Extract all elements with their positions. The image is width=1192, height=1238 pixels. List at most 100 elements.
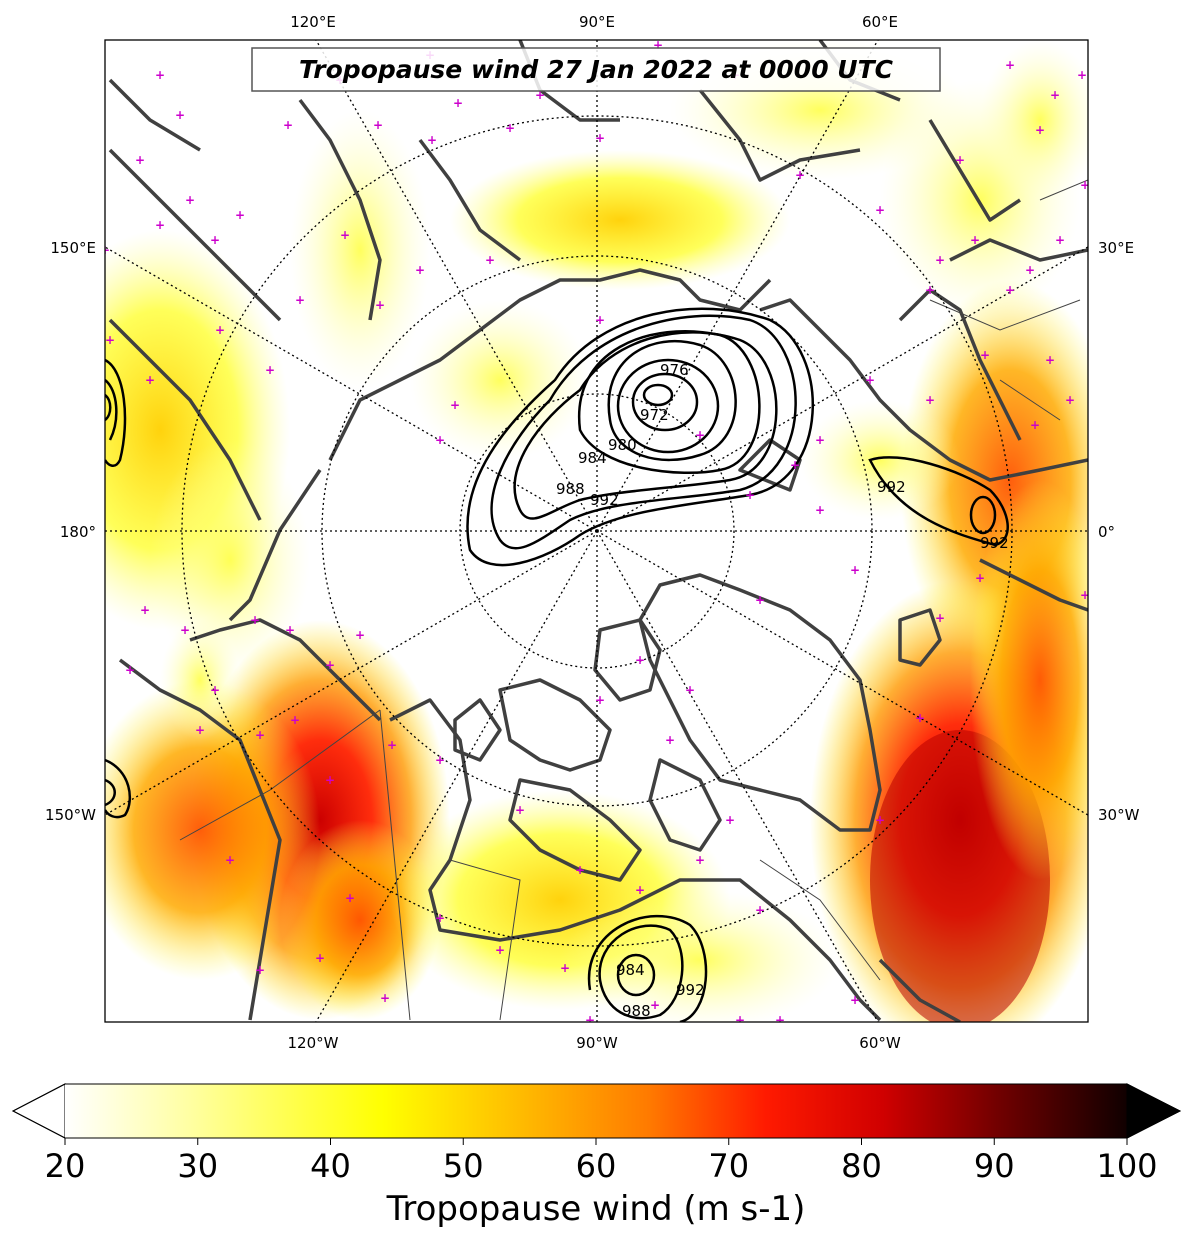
station-marker: + — [850, 563, 860, 577]
station-marker: + — [185, 193, 195, 207]
station-marker: + — [755, 903, 765, 917]
contour-label: 992 — [877, 478, 906, 496]
map-title: Tropopause wind 27 Jan 2022 at 0000 UTC — [299, 55, 894, 84]
station-marker: + — [1080, 178, 1090, 192]
colorbar-tick-label: 90 — [974, 1147, 1015, 1185]
station-marker: + — [1005, 58, 1015, 72]
station-marker: + — [180, 623, 190, 637]
station-marker: + — [505, 121, 515, 135]
station-marker: + — [775, 1013, 785, 1027]
station-marker: + — [635, 653, 645, 667]
station-marker: + — [427, 133, 437, 147]
borders — [179, 179, 1088, 1021]
station-marker: + — [255, 963, 265, 977]
station-marker: + — [195, 723, 205, 737]
colorbar-label: Tropopause wind (m s-1) — [386, 1189, 806, 1229]
station-marker: + — [1050, 88, 1060, 102]
contour-label: 984 — [578, 449, 607, 467]
station-marker: + — [755, 593, 765, 607]
station-marker: + — [285, 623, 295, 637]
station-marker: + — [935, 253, 945, 267]
pressure-contours — [105, 307, 1009, 1022]
station-marker: + — [250, 613, 260, 627]
colorbar-tick-label: 100 — [1096, 1147, 1157, 1185]
contour-label: 976 — [660, 361, 689, 379]
colorbar-tick-label: 80 — [841, 1147, 882, 1185]
contour-label: 988 — [622, 1002, 651, 1020]
station-marker: + — [140, 603, 150, 617]
lon-label-top: 120°E — [290, 13, 336, 31]
station-marker: + — [925, 393, 935, 407]
station-marker: + — [375, 298, 385, 312]
station-marker: + — [650, 998, 660, 1012]
station-marker: + — [595, 131, 605, 145]
station-marker: + — [295, 293, 305, 307]
station-marker: + — [435, 433, 445, 447]
contour-label: 984 — [616, 961, 645, 979]
station-marker: + — [155, 218, 165, 232]
station-marker: + — [665, 733, 675, 747]
contour-label: 992 — [590, 491, 619, 509]
station-marker: + — [415, 263, 425, 277]
station-marker: + — [135, 153, 145, 167]
station-marker: + — [325, 773, 335, 787]
lon-label-left: 150°E — [50, 239, 96, 257]
station-marker: + — [315, 951, 325, 965]
lon-label-right: 0° — [1098, 523, 1115, 541]
title-box: Tropopause wind 27 Jan 2022 at 0000 UTC — [251, 47, 941, 92]
station-marker: + — [175, 108, 185, 122]
lon-label-left: 180° — [60, 523, 96, 541]
station-marker: + — [635, 883, 645, 897]
station-marker: + — [283, 118, 293, 132]
station-marker: + — [535, 88, 545, 102]
station-marker: + — [815, 433, 825, 447]
map-frame — [104, 39, 1089, 1023]
longitude-labels: 120°E 90°E 60°E 120°W 90°W 60°W 150°E 18… — [45, 13, 1140, 1052]
lon-label-bottom: 120°W — [288, 1034, 339, 1052]
station-marker: + — [795, 168, 805, 182]
colorbar-tick-label: 60 — [576, 1147, 617, 1185]
station-marker: + — [745, 488, 755, 502]
station-marker: + — [585, 1013, 595, 1027]
station-marker: + — [255, 728, 265, 742]
station-marker: + — [653, 38, 663, 52]
station-marker: + — [595, 693, 605, 707]
station-marker: + — [815, 503, 825, 517]
station-marker: + — [265, 363, 275, 377]
station-marker: + — [685, 683, 695, 697]
station-marker: + — [145, 373, 155, 387]
station-marker: + — [1035, 123, 1045, 137]
contour-label: 980 — [608, 436, 637, 454]
colorbar-tick-label: 50 — [443, 1147, 484, 1185]
station-marker: + — [453, 96, 463, 110]
lon-label-left: 150°W — [45, 806, 96, 824]
station-marker: + — [595, 313, 605, 327]
colorbar-extend-min — [11, 1083, 66, 1139]
station-marker: + — [1065, 393, 1075, 407]
station-marker: + — [1080, 588, 1090, 602]
station-marker: + — [290, 713, 300, 727]
station-marker: + — [970, 233, 980, 247]
lon-label-right: 30°W — [1098, 806, 1140, 824]
colorbar-tick-label: 30 — [177, 1147, 218, 1185]
station-marker: + — [155, 68, 165, 82]
station-marker: + — [485, 253, 495, 267]
station-marker: + — [340, 228, 350, 242]
station-marker: + — [695, 428, 705, 442]
station-marker: + — [875, 813, 885, 827]
station-marker: + — [210, 683, 220, 697]
station-markers: + + + + + + + + + + + + + + + + + + + + + + + + + + + + + + + + + + + + + + + +… — [105, 38, 1090, 1027]
lon-label-bottom: 90°W — [576, 1034, 618, 1052]
station-marker: + — [435, 753, 445, 767]
station-marker: + — [215, 323, 225, 337]
lon-label-top: 60°E — [862, 13, 898, 31]
station-marker: + — [435, 911, 445, 925]
station-marker: + — [1045, 353, 1055, 367]
station-marker: + — [865, 373, 875, 387]
lon-label-top: 90°E — [579, 13, 615, 31]
station-marker: + — [560, 961, 570, 975]
station-marker: + — [975, 571, 985, 585]
station-marker: + — [373, 118, 383, 132]
station-marker: + — [980, 348, 990, 362]
